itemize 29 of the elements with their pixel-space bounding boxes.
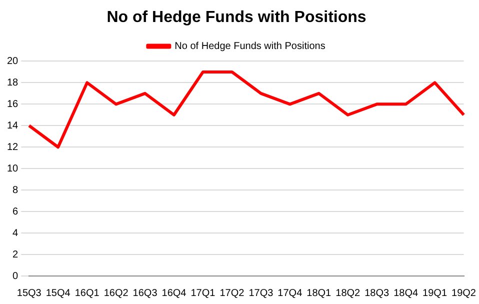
y-tick-label: 12	[7, 142, 19, 153]
x-tick-label: 18Q2	[336, 288, 361, 299]
y-tick-label: 10	[7, 163, 19, 174]
y-tick-label: 6	[12, 206, 19, 218]
x-tick-label: 15Q3	[16, 288, 42, 299]
x-tick-label: 19Q1	[422, 288, 448, 299]
x-tick-label: 18Q4	[394, 288, 418, 299]
x-tick-label: 17Q2	[220, 288, 245, 299]
x-tick-label: 17Q1	[190, 288, 216, 299]
y-tick-label: 8	[12, 184, 19, 196]
x-tick-label: 16Q4	[162, 288, 187, 299]
chart-title: No of Hedge Funds with Positions	[106, 9, 366, 26]
y-tick-label: 20	[7, 56, 19, 67]
y-tick-label: 2	[12, 249, 19, 260]
x-tick-label: 16Q2	[104, 288, 129, 299]
y-tick-label: 18	[7, 77, 19, 88]
y-tick-label: 0	[12, 270, 19, 282]
x-tick-label: 17Q4	[278, 288, 303, 299]
x-tick-label: 16Q3	[132, 288, 158, 299]
y-tick-label: 16	[7, 98, 19, 110]
x-tick-label: 15Q4	[46, 288, 71, 299]
y-tick-label: 14	[7, 120, 19, 132]
legend-label: No of Hedge Funds with Positions	[174, 40, 326, 52]
x-tick-label: 17Q3	[248, 288, 274, 299]
x-tick-label: 16Q1	[74, 288, 100, 299]
x-tick-label: 19Q2	[452, 288, 476, 299]
y-tick-label: 4	[12, 228, 19, 239]
x-tick-label: 18Q1	[306, 288, 332, 299]
x-tick-label: 18Q3	[364, 288, 390, 299]
